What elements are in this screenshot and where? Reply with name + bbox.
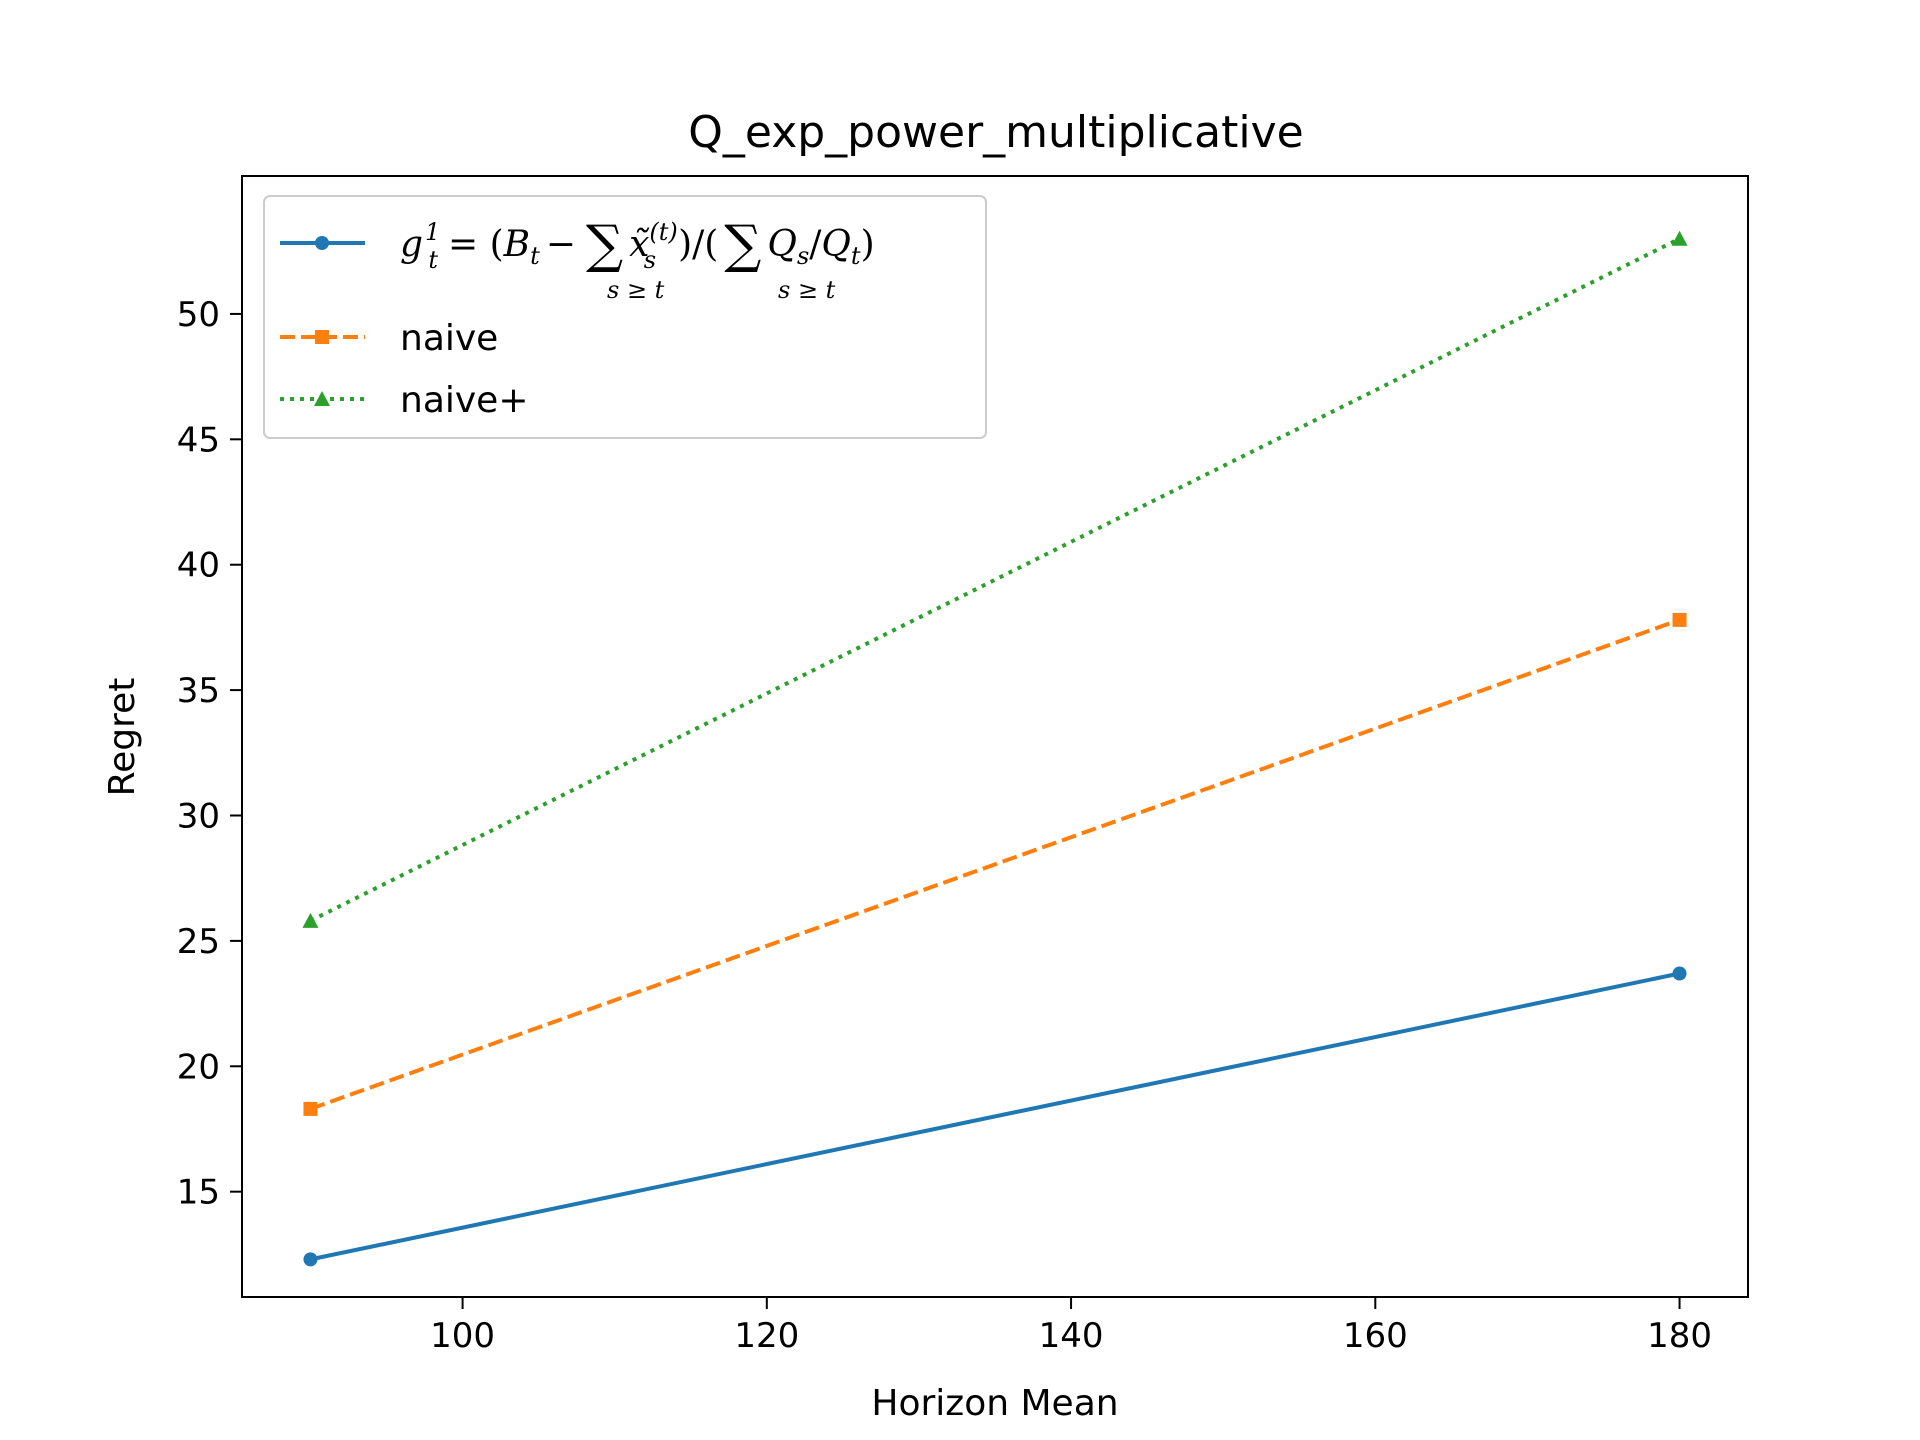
x-axis-label: Horizon Mean bbox=[871, 1383, 1118, 1424]
data-point-naive-plus bbox=[302, 912, 319, 928]
data-point-naive-plus bbox=[1671, 230, 1688, 246]
axes-frame bbox=[241, 175, 1749, 1298]
y-tick-label: 30 bbox=[177, 796, 220, 836]
legend-marker-g bbox=[315, 236, 329, 250]
x-tick-label: 100 bbox=[430, 1316, 495, 1356]
legend-sum-sub-1: s ≥ t bbox=[607, 276, 665, 304]
y-tick-label: 15 bbox=[177, 1173, 220, 1213]
y-axis-label: Regret bbox=[102, 678, 143, 797]
plot-area bbox=[302, 230, 1688, 1267]
legend-label-naive-plus: naive+ bbox=[400, 380, 529, 421]
x-tick-label: 120 bbox=[734, 1316, 799, 1356]
legend-marker-naive bbox=[315, 330, 329, 344]
y-tick-label: 40 bbox=[177, 546, 220, 586]
legend-box bbox=[263, 195, 987, 439]
y-tick-label: 20 bbox=[177, 1047, 220, 1087]
y-tick-label: 50 bbox=[177, 295, 220, 335]
legend-label-naive: naive bbox=[400, 318, 498, 359]
series-line-naive bbox=[309, 618, 1681, 1111]
data-point-g bbox=[1672, 966, 1687, 981]
data-point-naive bbox=[1672, 612, 1687, 627]
series-line-g bbox=[310, 971, 1680, 1262]
legend: g1 t = (Bt − ∑ x̃(t) s)/(∑ Qs/Qt) s ≥ t s ≥ t n… bbox=[263, 195, 987, 439]
x-axis: 100 120 140 160 180 bbox=[430, 1297, 1712, 1356]
legend-entry-naive: naive bbox=[280, 318, 498, 359]
legend-entry-g: g1 t = (Bt − ∑ x̃(t) s)/(∑ Qs/Qt) s ≥ t s ≥ t bbox=[280, 215, 875, 304]
legend-entry-naive-plus: naive+ bbox=[280, 380, 529, 421]
data-point-g bbox=[303, 1252, 318, 1267]
legend-marker-naive-plus bbox=[314, 391, 330, 406]
data-point-naive bbox=[303, 1101, 318, 1116]
x-tick-label: 180 bbox=[1647, 1316, 1712, 1356]
legend-label-g: g1 t = (Bt − ∑ x̃(t) s)/(∑ Qs/Qt) bbox=[400, 215, 875, 275]
y-tick-label: 35 bbox=[177, 671, 220, 711]
x-tick-label: 140 bbox=[1039, 1316, 1104, 1356]
y-tick-label: 45 bbox=[177, 420, 220, 460]
x-tick-label: 160 bbox=[1343, 1316, 1408, 1356]
chart-title: Q_exp_power_multiplicative bbox=[688, 107, 1303, 158]
y-tick-label: 25 bbox=[177, 922, 220, 962]
y-axis: 15 20 25 30 35 40 45 50 bbox=[177, 295, 242, 1213]
legend-sum-sub-2: s ≥ t bbox=[778, 276, 836, 304]
